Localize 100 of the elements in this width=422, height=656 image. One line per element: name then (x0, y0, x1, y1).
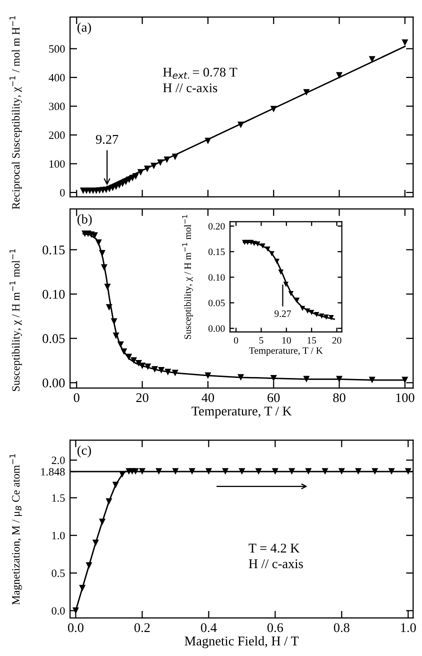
point (272, 468, 278, 475)
point (255, 468, 262, 475)
point (156, 468, 162, 475)
y-axis-title: Magnetization, M / μ$_{B}$ Ce atom$^{−1}$ (10, 454, 22, 605)
x-tick-label: 20 (332, 337, 342, 344)
point (158, 367, 165, 374)
y-tick-label: 0.15 (42, 246, 65, 254)
point (305, 468, 312, 475)
point (132, 173, 139, 180)
point (336, 376, 343, 382)
point (336, 72, 343, 79)
point (288, 468, 296, 475)
y-tick-label: 300 (49, 102, 65, 110)
point (100, 264, 108, 271)
point (86, 562, 92, 569)
y-tick-label: 1.0 (52, 532, 65, 540)
point (204, 138, 212, 144)
point (79, 584, 86, 592)
point (98, 250, 106, 257)
point (112, 332, 120, 339)
x-tick-label: 0.2 (134, 623, 150, 632)
point (222, 468, 229, 475)
x-tick-label: 20 (136, 393, 148, 402)
x-tick-label: 60 (268, 393, 280, 402)
point (322, 468, 328, 475)
point (117, 341, 124, 348)
point (164, 368, 172, 376)
y-tick-label: 200 (49, 131, 65, 139)
point (288, 290, 294, 296)
y-tick-label: 1.5 (52, 494, 65, 502)
x-tick-label: 0 (74, 393, 80, 402)
point (324, 314, 329, 320)
point (132, 468, 139, 475)
point (104, 284, 111, 290)
y-axis-title: Susceptibility, χ / H m$^{−1}$ mol$^{−1}$ (182, 214, 193, 339)
point (164, 156, 170, 163)
x-tick-label: 0.4 (200, 623, 217, 632)
point (99, 518, 106, 526)
x-tick-label: 0.0 (68, 623, 84, 632)
point (106, 304, 112, 311)
point (270, 106, 277, 112)
point (368, 56, 376, 63)
point (205, 468, 212, 475)
x-tick-label: 0.8 (334, 623, 350, 632)
chart-title: (b) (77, 214, 92, 226)
x-axis-title: Magnetic Field, H / T (184, 636, 299, 648)
x-tick-label: 80 (333, 393, 346, 402)
y-tick-label: 100 (50, 160, 65, 168)
y-tick-label: 1.848 (41, 468, 65, 476)
point (204, 372, 212, 379)
point (269, 251, 274, 256)
point (368, 376, 376, 384)
point (126, 354, 132, 360)
point (402, 39, 408, 46)
y-tick-label: 0.15 (208, 248, 225, 256)
x-axis-title: Temperature, T / K (249, 347, 323, 356)
point (110, 318, 118, 325)
point (319, 313, 324, 319)
point (92, 540, 99, 546)
point (328, 315, 334, 320)
point (303, 89, 310, 96)
point (260, 243, 266, 249)
point (139, 362, 146, 370)
point (157, 159, 164, 166)
point (135, 360, 142, 366)
point (265, 246, 270, 252)
y-axis-title: Susceptibility, χ / H m$^{−1}$ mol$^{−1}$ (10, 249, 22, 392)
y-tick-label: 0.00 (42, 378, 65, 388)
y-tick-label: 0.05 (208, 300, 225, 306)
y-tick-label: 0.5 (52, 569, 65, 578)
y-tick-label: 0 (60, 188, 65, 196)
point (144, 166, 150, 172)
point (106, 498, 112, 505)
point (402, 376, 408, 384)
x-tick-label: 10 (282, 337, 291, 344)
point (172, 468, 179, 475)
annotation: 9.27 (96, 134, 118, 144)
point (294, 298, 300, 303)
point (112, 482, 119, 488)
point (150, 162, 158, 170)
point (388, 468, 395, 475)
point (372, 468, 378, 475)
point (274, 258, 280, 264)
point (152, 366, 158, 373)
annotation: T = 4.2 K H // c-axis (248, 544, 303, 568)
point (338, 468, 345, 475)
y-tick-label: 0.10 (42, 290, 65, 299)
y-tick-label: 0.20 (208, 222, 225, 230)
y-tick-label: 0.10 (208, 274, 225, 281)
point (255, 241, 260, 247)
point (238, 122, 244, 128)
y-tick-label: 0.05 (42, 334, 65, 344)
x-tick-label: 0.6 (267, 623, 284, 632)
x-tick-label: 40 (202, 393, 214, 402)
chart-title: (a) (77, 22, 91, 34)
y-tick-label: 500 (49, 45, 65, 53)
point (283, 282, 289, 287)
y-tick-label: 0.00 (208, 325, 225, 332)
point (300, 306, 306, 312)
point (172, 154, 178, 160)
